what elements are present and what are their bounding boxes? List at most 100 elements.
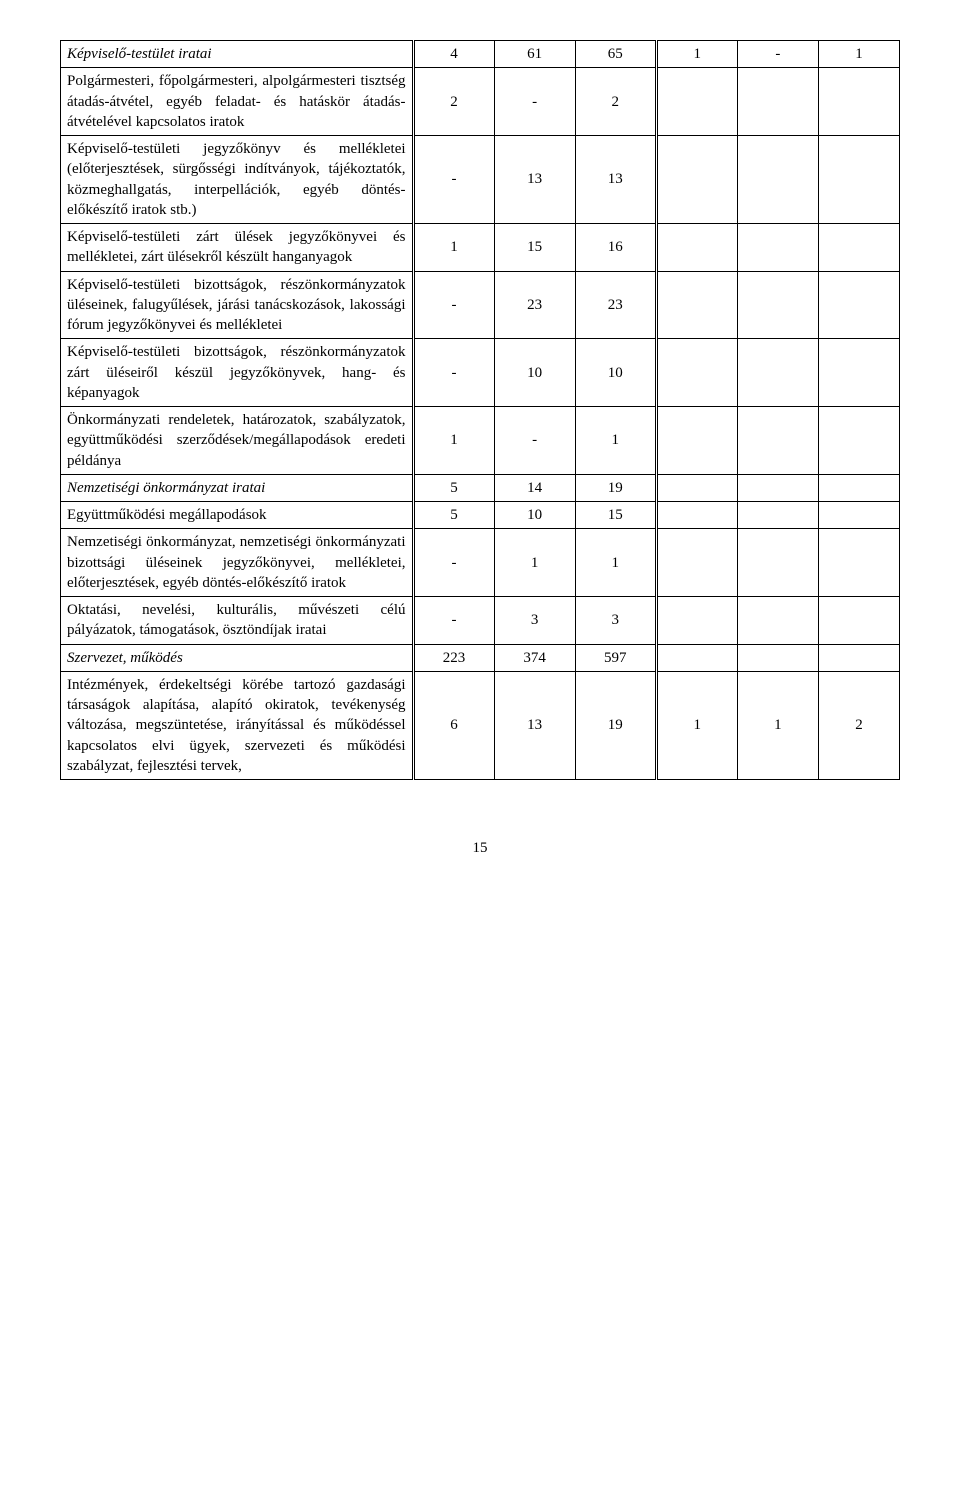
table-row: Önkormányzati rendeletek, határozatok, s… [61,407,900,475]
table-row: Képviselő-testületi zárt ülések jegyzőkö… [61,224,900,272]
row-value: - [413,529,494,597]
row-value: 14 [494,474,575,501]
row-value [818,529,899,597]
row-value [818,502,899,529]
row-value [737,339,818,407]
row-value [737,597,818,645]
row-value [818,271,899,339]
row-value [818,474,899,501]
row-value [818,597,899,645]
row-value: 1 [737,671,818,779]
table-row: Polgármesteri, főpolgármesteri, alpolgár… [61,68,900,136]
row-value: 1 [656,671,737,779]
row-value [656,68,737,136]
row-value: - [413,339,494,407]
row-value [737,68,818,136]
row-value: 6 [413,671,494,779]
table-row: Képviselő-testületi bizottságok, részönk… [61,271,900,339]
row-value: 1 [413,407,494,475]
row-value [818,339,899,407]
row-value [737,136,818,224]
row-description: Intézmények, érdekeltségi körébe tartozó… [61,671,414,779]
row-value [656,224,737,272]
row-value: 1 [818,41,899,68]
row-value [656,502,737,529]
row-value [656,597,737,645]
row-description: Képviselő-testületi bizottságok, részönk… [61,271,414,339]
row-value [737,644,818,671]
table-row: Oktatási, nevelési, kulturális, művészet… [61,597,900,645]
row-value [737,474,818,501]
row-value: 10 [575,339,656,407]
row-value [737,407,818,475]
row-description: Szervezet, működés [61,644,414,671]
row-description: Képviselő-testületi jegyzőkönyv és mellé… [61,136,414,224]
row-value [818,136,899,224]
row-value [656,529,737,597]
row-value [656,339,737,407]
table-row: Intézmények, érdekeltségi körébe tartozó… [61,671,900,779]
row-value: 10 [494,502,575,529]
row-value: 4 [413,41,494,68]
row-value: 5 [413,502,494,529]
table-row: Nemzetiségi önkormányzat, nemzetiségi ön… [61,529,900,597]
row-value: 19 [575,671,656,779]
row-description: Önkormányzati rendeletek, határozatok, s… [61,407,414,475]
row-value: - [494,407,575,475]
row-value [818,224,899,272]
row-value [656,271,737,339]
row-value: - [737,41,818,68]
table-row: Együttműködési megállapodások51015 [61,502,900,529]
table-row: Képviselő-testületi jegyzőkönyv és mellé… [61,136,900,224]
row-description: Oktatási, nevelési, kulturális, művészet… [61,597,414,645]
row-value: 13 [494,671,575,779]
row-value [656,136,737,224]
row-value: 597 [575,644,656,671]
row-value: 16 [575,224,656,272]
row-value: 13 [575,136,656,224]
row-value: - [413,597,494,645]
row-value: 1 [575,407,656,475]
row-value: 374 [494,644,575,671]
row-value [818,407,899,475]
row-description: Polgármesteri, főpolgármesteri, alpolgár… [61,68,414,136]
row-value: 19 [575,474,656,501]
row-value: 10 [494,339,575,407]
row-value: - [413,136,494,224]
row-value: 15 [494,224,575,272]
row-value: 13 [494,136,575,224]
row-value [656,407,737,475]
row-value [737,529,818,597]
row-value: 23 [494,271,575,339]
page-number: 15 [60,840,900,857]
row-description: Nemzetiségi önkormányzat, nemzetiségi ön… [61,529,414,597]
row-value: 5 [413,474,494,501]
row-value: 3 [575,597,656,645]
row-value: - [413,271,494,339]
row-value [818,644,899,671]
row-description: Együttműködési megállapodások [61,502,414,529]
row-value: 2 [575,68,656,136]
row-value [656,474,737,501]
table-row: Képviselő-testületi bizottságok, részönk… [61,339,900,407]
row-value: - [494,68,575,136]
row-value: 1 [413,224,494,272]
row-value [737,224,818,272]
row-value: 2 [413,68,494,136]
row-description: Képviselő-testületi zárt ülések jegyzőkö… [61,224,414,272]
data-table: Képviselő-testület iratai461651-1Polgárm… [60,40,900,780]
row-value: 61 [494,41,575,68]
row-value: 223 [413,644,494,671]
row-value: 1 [656,41,737,68]
row-description: Nemzetiségi önkormányzat iratai [61,474,414,501]
row-value: 1 [494,529,575,597]
row-value [737,271,818,339]
row-value: 15 [575,502,656,529]
row-description: Képviselő-testületi bizottságok, részönk… [61,339,414,407]
row-value [656,644,737,671]
table-row: Nemzetiségi önkormányzat iratai51419 [61,474,900,501]
row-value: 65 [575,41,656,68]
table-row: Képviselő-testület iratai461651-1 [61,41,900,68]
row-value: 1 [575,529,656,597]
table-row: Szervezet, működés223374597 [61,644,900,671]
